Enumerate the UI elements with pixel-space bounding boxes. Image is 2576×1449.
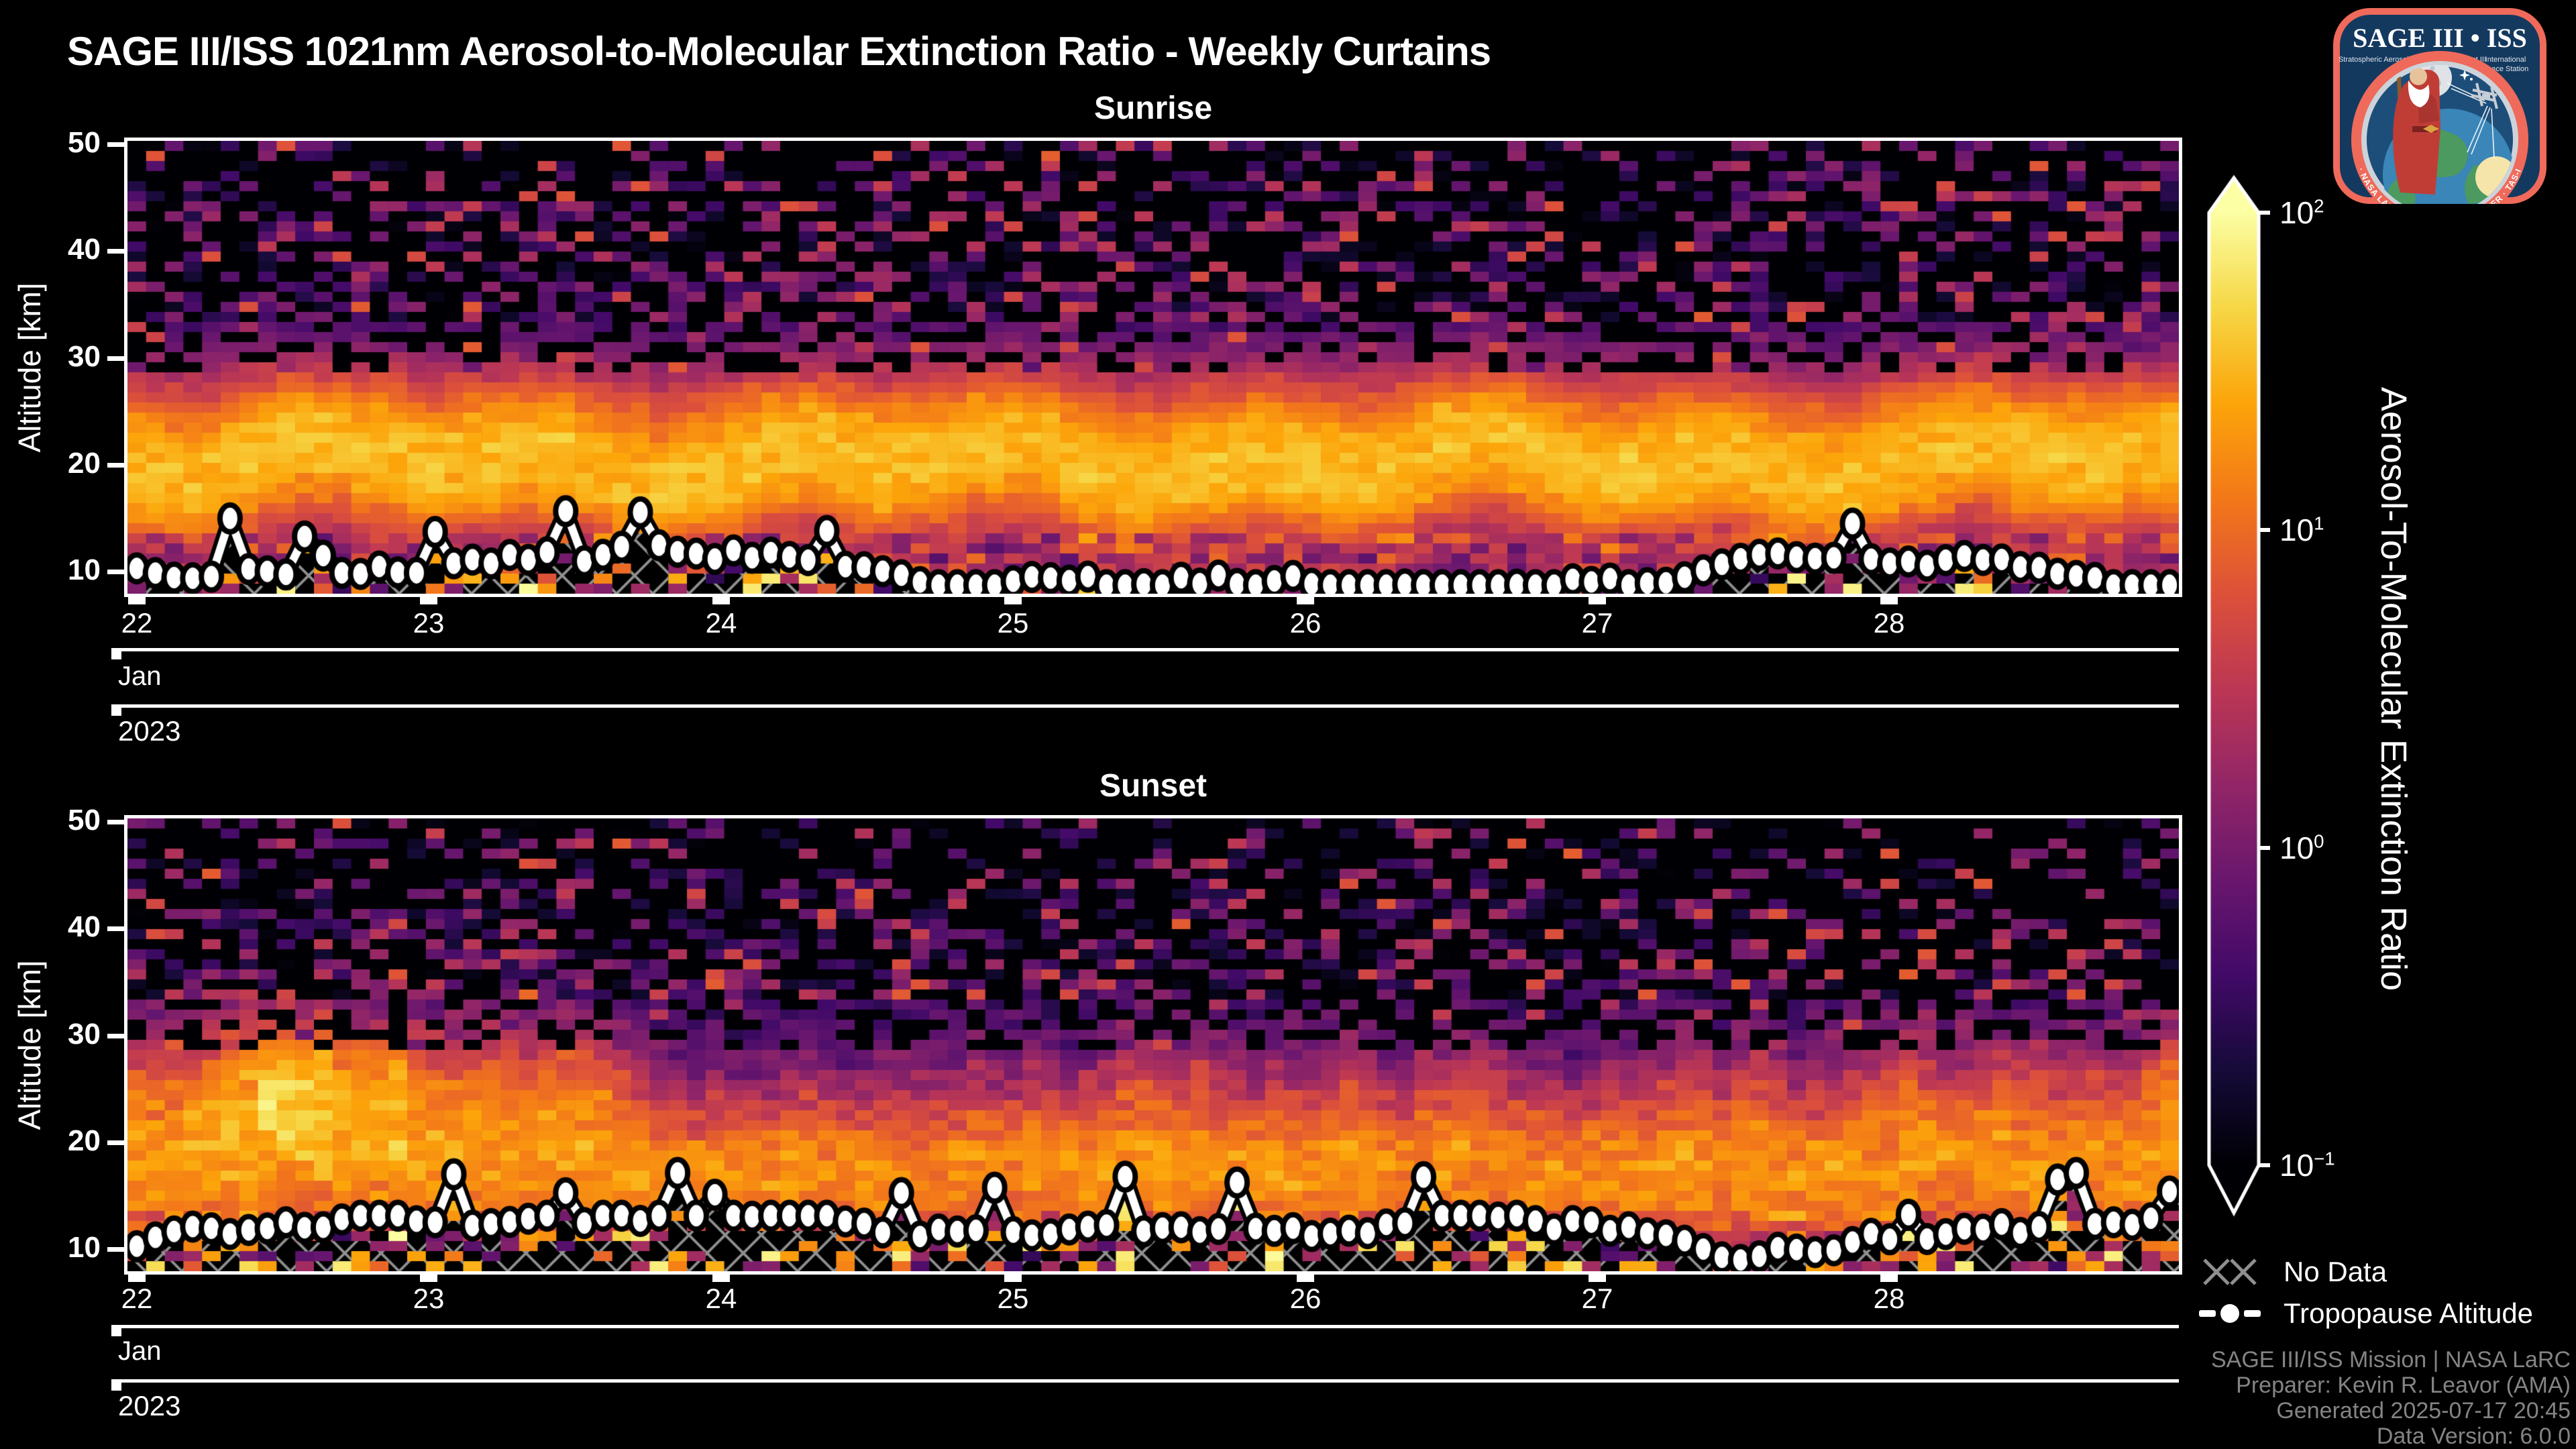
y-tick-mark — [107, 142, 125, 147]
sunset-plot-frame — [124, 815, 2182, 1275]
x-tick-mark — [1004, 595, 1022, 604]
tropopause-line-icon — [2199, 1304, 2261, 1323]
day-tick-label: 26 — [1289, 1283, 1322, 1314]
x-tick-mark — [420, 595, 437, 604]
month-separator-line — [111, 648, 2179, 651]
attribution-preparer: Preparer: Kevin R. Leavor (AMA) — [2236, 1373, 2571, 1398]
tropopause-legend-label: Tropopause Altitude — [2284, 1297, 2534, 1329]
attribution-mission: SAGE III/ISS Mission | NASA LaRC — [2210, 1347, 2571, 1373]
attribution-data-version: Data Version: 6.0.0 — [2376, 1424, 2571, 1449]
year-separator-tick — [111, 708, 121, 716]
day-tick-label: 22 — [121, 1283, 153, 1314]
month-label: Jan — [118, 661, 162, 691]
x-tick-mark — [1004, 1273, 1022, 1282]
month-separator-tick — [111, 1328, 121, 1336]
y-tick-label: 20 — [68, 447, 101, 480]
day-tick-label: 24 — [705, 607, 737, 639]
y-tick-label: 20 — [68, 1124, 101, 1157]
attribution-block: SAGE III/ISS Mission | NASA LaRC Prepare… — [2211, 1347, 2571, 1449]
sunrise-plot-frame — [124, 138, 2182, 597]
y-tick-mark — [107, 1140, 125, 1145]
colorbar-tick-label: 101 — [2279, 513, 2324, 547]
y-tick-label: 50 — [68, 804, 101, 837]
colorbar-tick-mark — [2259, 211, 2270, 215]
beard — [2408, 80, 2430, 107]
x-tick-mark — [1880, 1273, 1898, 1282]
no-data-legend-label: No Data — [2284, 1256, 2387, 1287]
year-separator-tick — [111, 1383, 121, 1391]
day-tick-label: 24 — [705, 1283, 737, 1314]
y-tick-mark — [107, 926, 125, 931]
y-tick-mark — [107, 570, 125, 574]
sunset-heatmap-canvas — [127, 818, 2179, 1271]
day-tick-label: 27 — [1581, 1283, 1613, 1314]
attribution-generated: Generated 2025-07-17 20:45 — [2276, 1398, 2571, 1424]
y-tick-label: 10 — [68, 553, 101, 586]
y-tick-mark — [107, 463, 125, 468]
colorbar — [2207, 174, 2261, 1217]
day-tick-label: 26 — [1289, 607, 1322, 639]
y-tick-mark — [107, 356, 125, 361]
y-tick-mark — [107, 1247, 125, 1252]
colorbar-tick-mark — [2259, 1163, 2270, 1167]
patch-scene — [2383, 65, 2514, 204]
x-tick-mark — [1589, 1273, 1606, 1282]
x-tick-mark — [128, 595, 146, 604]
colorbar-tick-label: 102 — [2279, 195, 2324, 230]
y-tick-label: 10 — [68, 1231, 101, 1264]
page-title: SAGE III/ISS 1021nm Aerosol-to-Molecular… — [67, 29, 1491, 74]
y-tick-label: 30 — [68, 1018, 101, 1051]
y-tick-mark — [107, 249, 125, 254]
day-tick-label: 23 — [413, 1283, 445, 1314]
colorbar-axis-label: Aerosol-To-Molecular Extinction Ratio — [2373, 386, 2414, 991]
y-tick-label: 40 — [68, 233, 101, 266]
sage-iii-iss-mission-patch: SAGE III • ISS Stratospheric Aerosol and… — [2333, 8, 2546, 204]
year-label: 2023 — [118, 1390, 181, 1421]
panel-title-sunset: Sunset — [1099, 768, 1208, 804]
sunrise-heatmap-canvas — [127, 141, 2179, 594]
no-data-hatch-icon — [2203, 1258, 2257, 1285]
x-tick-mark — [712, 1273, 730, 1282]
month-separator-tick — [111, 651, 121, 659]
year-separator-line — [111, 1379, 2179, 1383]
colorbar-tick-mark — [2259, 846, 2270, 850]
colorbar-tick-mark — [2259, 528, 2270, 532]
y-tick-mark — [107, 1034, 125, 1038]
panel-title-sunrise: Sunrise — [1093, 91, 1213, 126]
day-tick-label: 23 — [413, 607, 445, 639]
x-tick-mark — [420, 1273, 437, 1282]
day-tick-label: 28 — [1873, 607, 1905, 639]
y-tick-label: 30 — [68, 340, 101, 373]
x-tick-mark — [1589, 595, 1606, 604]
year-separator-line — [111, 704, 2179, 708]
day-tick-label: 25 — [997, 607, 1029, 639]
y-tick-label: 50 — [68, 126, 101, 159]
month-label: Jan — [118, 1336, 162, 1366]
x-tick-mark — [1297, 1273, 1314, 1282]
month-separator-line — [111, 1325, 2179, 1328]
day-tick-label: 28 — [1873, 1283, 1905, 1314]
year-label: 2023 — [118, 715, 181, 747]
colorbar-tick-label: 100 — [2279, 830, 2324, 865]
day-tick-label: 22 — [121, 607, 153, 639]
y-tick-label: 40 — [68, 910, 101, 943]
x-tick-mark — [1297, 595, 1314, 604]
day-tick-label: 25 — [997, 1283, 1029, 1314]
day-tick-label: 27 — [1581, 607, 1613, 639]
patch-red-ring — [2351, 51, 2528, 204]
colorbar-tick-label: 10−1 — [2279, 1148, 2335, 1183]
logo-mission-text: SAGE III • ISS — [2353, 23, 2527, 53]
y-tick-mark — [107, 820, 125, 824]
x-tick-mark — [128, 1273, 146, 1282]
x-tick-mark — [1880, 595, 1898, 604]
x-tick-mark — [712, 595, 730, 604]
logo-subtitle-right1: International — [2485, 56, 2526, 64]
